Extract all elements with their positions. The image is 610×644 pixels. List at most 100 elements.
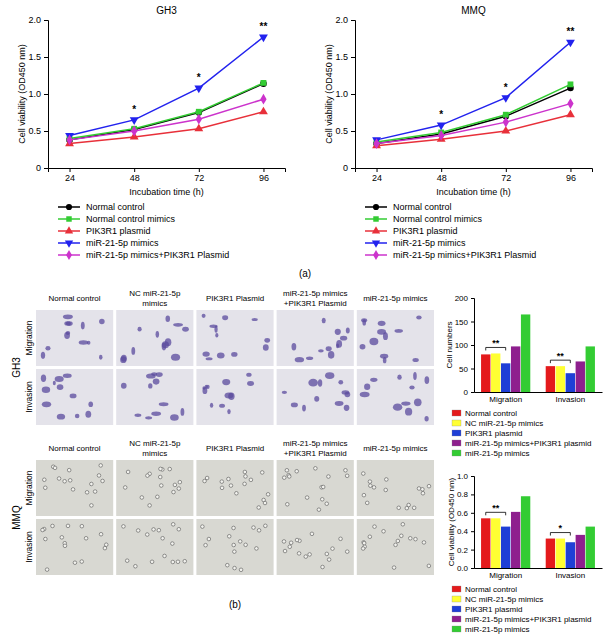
y-axis-tick-mark — [351, 131, 355, 132]
column-header: miR-21-5p mimics — [363, 444, 427, 453]
x-axis-tick-mark — [134, 168, 135, 172]
series-marker — [261, 80, 267, 86]
cell-blob — [396, 539, 400, 543]
bar — [576, 535, 585, 568]
series-marker — [503, 117, 509, 128]
row-label: Migration — [24, 470, 34, 505]
cell-blob — [225, 392, 234, 398]
y-axis-tick: 0.4 — [457, 527, 474, 536]
y-axis-tick: 0.6 — [457, 509, 474, 518]
cell-blob — [99, 464, 103, 468]
micrograph-background — [357, 310, 434, 366]
legend-label: PIK3R1 plasmid — [465, 605, 522, 614]
cell-blob — [53, 466, 57, 470]
bar — [576, 361, 585, 392]
cell-blob — [41, 528, 45, 532]
cell-blob — [235, 491, 239, 495]
column-header: miR-21-5p mimics — [363, 294, 427, 303]
cell-blob — [335, 401, 344, 406]
x-axis-tick-mark — [70, 168, 71, 172]
x-axis-tick-label: 72 — [501, 173, 511, 183]
cell-blob — [383, 332, 388, 340]
series-marker — [259, 34, 268, 42]
y-axis-title: Cell viability (OD450 nm) — [17, 44, 27, 144]
legend-label: miR-21-5p mimics+PIK3R1 Plasmid — [393, 250, 536, 260]
x-axis-tick: Invasion — [555, 395, 585, 404]
header-line: +PIK3R1 Plasmid — [284, 299, 347, 308]
micrograph — [36, 460, 113, 516]
cell-blob — [183, 559, 187, 563]
legend-swatch-marker — [65, 226, 73, 233]
cell-blob — [75, 414, 80, 419]
micrograph — [116, 519, 193, 575]
y-axis-tick-mark — [44, 168, 48, 169]
cell-blob — [314, 467, 318, 471]
micrograph — [196, 310, 273, 366]
cell-blob — [422, 541, 426, 545]
cell-blob — [220, 480, 224, 484]
micrograph-background — [36, 369, 113, 425]
cell-blob — [346, 328, 350, 334]
legend-label: PIK3R1 plasmid — [465, 429, 522, 438]
y-axis-tick-label: 0 — [343, 163, 348, 173]
y-axis-tick-label: 0.0 — [457, 564, 469, 573]
y-axis-tick-mark — [471, 494, 474, 495]
x-axis-tick: Migration — [489, 571, 522, 580]
y-axis-title: Cell viability (OD450 nm) — [324, 44, 334, 144]
bar — [566, 542, 575, 568]
bar — [491, 518, 500, 568]
cell-blob — [414, 398, 422, 406]
cell-blob — [159, 402, 169, 406]
row-label: Migration — [24, 320, 34, 355]
micrograph — [357, 460, 434, 516]
x-axis-line — [475, 392, 603, 393]
cell-blob — [362, 541, 366, 545]
cell-blob — [397, 506, 401, 510]
bar-chart: MigrationInvasion050100150200Cell number… — [445, 294, 603, 458]
cell-blob — [45, 346, 50, 351]
cell-blob — [63, 544, 67, 548]
cell-blob — [282, 391, 287, 394]
header-line: +PIK3R1 Plasmid — [284, 449, 347, 458]
cell-blob — [417, 487, 421, 491]
cell-blob — [121, 383, 127, 389]
x-axis-line — [356, 169, 593, 173]
y-axis-tick-mark — [471, 550, 474, 551]
y-axis-tick-label: 0.6 — [457, 509, 469, 518]
header-line: NC miR-21-5p — [129, 289, 181, 298]
cell-blob — [85, 411, 91, 418]
series-marker — [438, 130, 444, 141]
series-line — [377, 104, 571, 144]
legend-swatch — [452, 586, 461, 592]
series-marker — [196, 114, 202, 125]
cell-blob — [345, 474, 349, 478]
micrograph — [196, 369, 273, 425]
cell-blob — [43, 478, 47, 482]
y-axis-tick-label: 1.5 — [335, 52, 348, 62]
cell-line-label: GH3 — [11, 357, 22, 378]
y-axis-tick-mark — [471, 298, 474, 299]
y-axis-tick-mark — [44, 20, 48, 21]
x-axis-tick: 48 — [130, 168, 140, 183]
legend-swatch-marker — [372, 226, 380, 233]
cell-blob — [80, 560, 84, 564]
y-axis-tick-label: 0.4 — [457, 527, 469, 536]
micrograph-background — [277, 310, 354, 366]
cell-blob — [360, 392, 370, 398]
y-axis-tick-mark — [471, 568, 474, 569]
cell-blob — [257, 506, 261, 510]
cell-blob — [373, 525, 377, 529]
legend-swatch — [452, 596, 461, 602]
cell-blob — [344, 468, 348, 472]
cell-blob — [204, 543, 208, 547]
legend-label: Normal control — [393, 202, 452, 212]
x-axis-tick-label: Migration — [489, 395, 522, 404]
cell-blob — [291, 343, 296, 350]
cell-blob — [182, 327, 189, 332]
header-line: PIK3R1 Plasmid — [206, 444, 264, 453]
cell-blob — [291, 403, 298, 408]
cell-blob — [244, 543, 248, 547]
y-axis-line — [471, 477, 475, 569]
micrograph-background — [196, 369, 273, 425]
x-axis-title: Incubation time (h) — [436, 187, 511, 197]
